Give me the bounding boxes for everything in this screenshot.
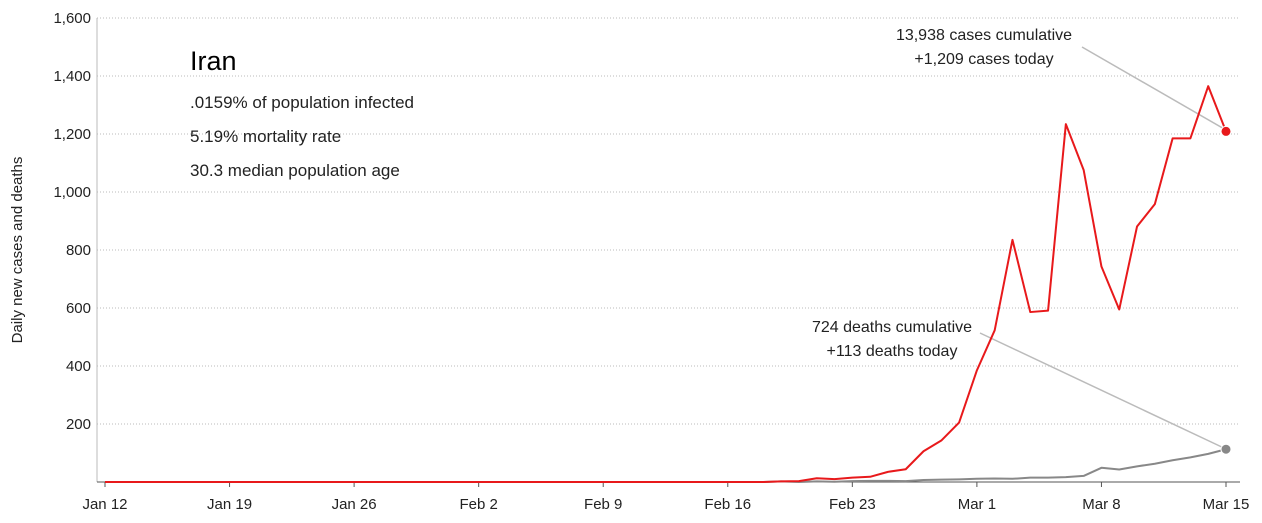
x-tick-label: Jan 26 bbox=[332, 496, 377, 513]
x-tick-label: Jan 19 bbox=[207, 496, 252, 513]
y-axis-ticks: 1,600 1,400 1,200 1,000 800 600 400 200 bbox=[53, 10, 91, 433]
x-tick-label: Feb 23 bbox=[829, 496, 876, 513]
y-tick-label: 1,000 bbox=[53, 184, 91, 201]
cases-today-label: +1,209 cases today bbox=[914, 51, 1053, 68]
y-tick-label: 1,600 bbox=[53, 10, 91, 27]
callouts: 13,938 cases cumulative +1,209 cases tod… bbox=[812, 27, 1227, 450]
x-axis-ticks: Jan 12 Jan 19 Jan 26 Feb 2 Feb 9 Feb 16 Feb 23… bbox=[82, 482, 1249, 513]
deaths-series-line bbox=[105, 448, 1227, 483]
cases-latest-point bbox=[1220, 125, 1232, 137]
population-infected-text: .0159% of population infected bbox=[190, 93, 414, 112]
series-group bbox=[105, 85, 1232, 483]
y-tick-label: 1,400 bbox=[53, 68, 91, 85]
mortality-rate-text: 5.19% mortality rate bbox=[190, 127, 341, 146]
x-tick-label: Jan 12 bbox=[82, 496, 127, 513]
y-tick-label: 200 bbox=[66, 416, 91, 433]
grid-lines bbox=[97, 17, 1240, 425]
x-tick-label: Feb 2 bbox=[459, 496, 497, 513]
deaths-today-label: +113 deaths today bbox=[827, 343, 958, 360]
y-tick-label: 1,200 bbox=[53, 126, 91, 143]
y-tick-label: 600 bbox=[66, 300, 91, 317]
x-tick-label: Mar 1 bbox=[958, 496, 996, 513]
cases-series-line bbox=[105, 85, 1227, 483]
x-tick-label: Feb 16 bbox=[704, 496, 751, 513]
y-axis-title: Daily new cases and deaths bbox=[9, 157, 26, 344]
x-tick-label: Mar 8 bbox=[1082, 496, 1120, 513]
info-panel: Iran .0159% of population infected 5.19%… bbox=[190, 46, 414, 180]
deaths-cumulative-label: 724 deaths cumulative bbox=[812, 319, 972, 336]
country-title: Iran bbox=[190, 46, 237, 76]
deaths-latest-point bbox=[1220, 443, 1232, 455]
cases-callout-connector bbox=[1081, 46, 1227, 131]
y-tick-label: 400 bbox=[66, 358, 91, 375]
median-age-text: 30.3 median population age bbox=[190, 161, 400, 180]
y-tick-label: 800 bbox=[66, 242, 91, 259]
x-tick-label: Feb 9 bbox=[584, 496, 622, 513]
cases-cumulative-label: 13,938 cases cumulative bbox=[896, 27, 1072, 44]
deaths-callout-connector bbox=[979, 332, 1227, 450]
x-tick-label: Mar 15 bbox=[1203, 496, 1250, 513]
